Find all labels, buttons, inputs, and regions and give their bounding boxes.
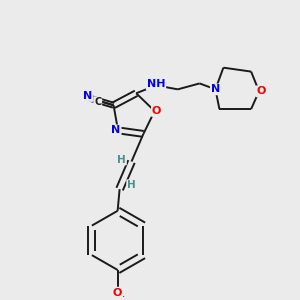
Text: H: H: [127, 180, 136, 190]
Text: N: N: [111, 125, 121, 135]
Text: O: O: [152, 106, 161, 116]
Text: O: O: [113, 288, 122, 298]
Text: H: H: [117, 154, 126, 164]
Text: NH: NH: [147, 80, 165, 89]
Text: N: N: [83, 91, 92, 101]
Text: C: C: [94, 97, 101, 107]
Text: O: O: [256, 86, 266, 96]
Text: N: N: [211, 84, 220, 94]
